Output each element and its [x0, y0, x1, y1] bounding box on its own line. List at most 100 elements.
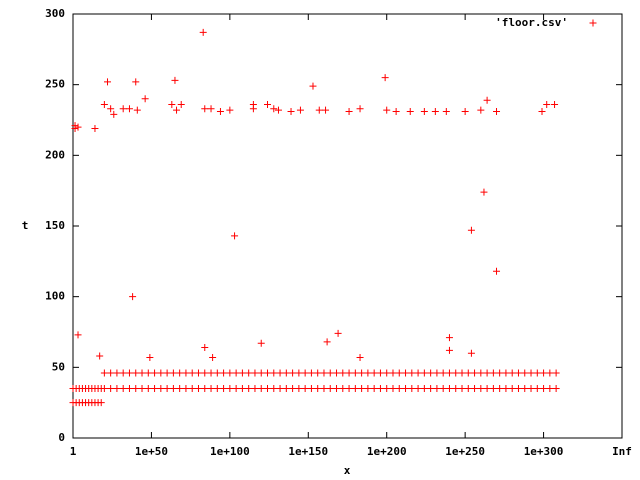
point [282, 385, 290, 393]
y-tick-label: 100 [45, 290, 65, 303]
point [71, 122, 79, 130]
point [251, 369, 259, 377]
point [270, 369, 278, 377]
point [301, 385, 309, 393]
point [322, 106, 330, 114]
point [129, 293, 137, 301]
point [496, 369, 504, 377]
point [533, 369, 541, 377]
point [257, 369, 265, 377]
point [540, 369, 548, 377]
point [314, 369, 322, 377]
point [201, 385, 209, 393]
point [467, 226, 475, 234]
point [125, 105, 133, 113]
point [226, 369, 234, 377]
point [480, 188, 488, 196]
point [414, 385, 422, 393]
point [119, 369, 127, 377]
x-tick-label: 1e+100 [210, 445, 250, 458]
x-tick-label: 1e+200 [367, 445, 407, 458]
point [295, 369, 303, 377]
point [74, 331, 82, 339]
point [188, 385, 196, 393]
point [125, 369, 133, 377]
point [389, 385, 397, 393]
point [91, 124, 99, 132]
point [287, 108, 295, 116]
point [351, 385, 359, 393]
point [199, 28, 207, 36]
point [408, 385, 416, 393]
point [296, 106, 304, 114]
point [213, 385, 221, 393]
point [110, 110, 118, 118]
point [364, 369, 372, 377]
point [383, 385, 391, 393]
point [207, 369, 215, 377]
point [546, 369, 554, 377]
point [209, 353, 217, 361]
point [125, 385, 133, 393]
point [439, 369, 447, 377]
point [176, 385, 184, 393]
x-tick-label: 1 [70, 445, 77, 458]
point [471, 385, 479, 393]
point [552, 385, 560, 393]
point [216, 108, 224, 116]
point [107, 105, 115, 113]
point [427, 385, 435, 393]
point [264, 369, 272, 377]
point [173, 106, 181, 114]
point [194, 369, 202, 377]
point [445, 369, 453, 377]
y-tick-label: 250 [45, 78, 65, 91]
point [370, 369, 378, 377]
point [552, 369, 560, 377]
point [376, 385, 384, 393]
point [527, 369, 535, 377]
x-tick-label: Inf [612, 445, 632, 458]
point [358, 385, 366, 393]
point [370, 385, 378, 393]
point [546, 385, 554, 393]
point [138, 385, 146, 393]
y-tick-label: 50 [52, 360, 65, 373]
point [264, 385, 272, 393]
point [326, 385, 334, 393]
point [383, 369, 391, 377]
point [276, 369, 284, 377]
point [314, 385, 322, 393]
point [420, 108, 428, 116]
point [433, 385, 441, 393]
point [207, 385, 215, 393]
point [231, 232, 239, 240]
point [151, 385, 159, 393]
point [326, 369, 334, 377]
point [521, 369, 529, 377]
point [445, 346, 453, 354]
point [146, 353, 154, 361]
point [364, 385, 372, 393]
x-tick-label: 1e+250 [445, 445, 485, 458]
point [107, 369, 115, 377]
point [177, 100, 185, 108]
point [113, 369, 121, 377]
point [514, 385, 522, 393]
point [427, 369, 435, 377]
point [489, 369, 497, 377]
point [483, 369, 491, 377]
legend-marker [589, 19, 597, 27]
point [464, 369, 472, 377]
point [163, 369, 171, 377]
point [345, 369, 353, 377]
point [144, 369, 152, 377]
point [201, 344, 209, 352]
point [351, 369, 359, 377]
point [452, 369, 460, 377]
point [333, 385, 341, 393]
point [309, 82, 317, 90]
point [132, 385, 140, 393]
point [502, 369, 510, 377]
